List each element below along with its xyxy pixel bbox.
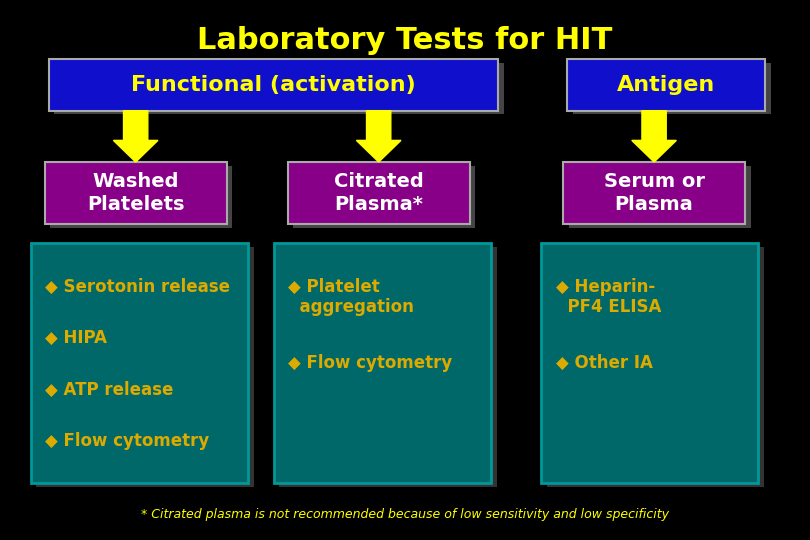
FancyBboxPatch shape <box>288 162 470 224</box>
FancyBboxPatch shape <box>49 59 498 111</box>
FancyArrow shape <box>356 111 401 162</box>
FancyBboxPatch shape <box>547 247 764 487</box>
FancyBboxPatch shape <box>274 243 491 483</box>
Text: ◆ Flow cytometry: ◆ Flow cytometry <box>45 432 210 450</box>
Text: Citrated
Plasma*: Citrated Plasma* <box>334 172 424 214</box>
Text: ◆ ATP release: ◆ ATP release <box>45 381 173 399</box>
Text: Serum or
Plasma: Serum or Plasma <box>603 172 705 214</box>
FancyBboxPatch shape <box>541 243 758 483</box>
FancyBboxPatch shape <box>45 162 227 224</box>
FancyBboxPatch shape <box>293 166 475 228</box>
FancyBboxPatch shape <box>31 243 248 483</box>
FancyBboxPatch shape <box>54 63 504 114</box>
Text: ◆ HIPA: ◆ HIPA <box>45 329 108 347</box>
FancyArrow shape <box>113 111 158 162</box>
FancyBboxPatch shape <box>563 162 745 224</box>
Text: ◆ Platelet
  aggregation: ◆ Platelet aggregation <box>288 278 414 316</box>
Text: Washed
Platelets: Washed Platelets <box>87 172 185 214</box>
Text: ◆ Heparin-
  PF4 ELISA: ◆ Heparin- PF4 ELISA <box>556 278 661 316</box>
Text: ◆ Flow cytometry: ◆ Flow cytometry <box>288 354 453 372</box>
Text: ◆ Other IA: ◆ Other IA <box>556 354 653 372</box>
Text: ◆ Serotonin release: ◆ Serotonin release <box>45 278 230 296</box>
FancyBboxPatch shape <box>50 166 232 228</box>
FancyBboxPatch shape <box>36 247 254 487</box>
FancyBboxPatch shape <box>569 166 751 228</box>
FancyBboxPatch shape <box>279 247 497 487</box>
FancyArrow shape <box>632 111 676 162</box>
Text: * Citrated plasma is not recommended because of low sensitivity and low specific: * Citrated plasma is not recommended bec… <box>141 508 669 521</box>
FancyBboxPatch shape <box>573 63 771 114</box>
Text: Functional (activation): Functional (activation) <box>131 75 416 95</box>
Text: Laboratory Tests for HIT: Laboratory Tests for HIT <box>198 26 612 55</box>
Text: Antigen: Antigen <box>617 75 715 95</box>
FancyBboxPatch shape <box>567 59 765 111</box>
